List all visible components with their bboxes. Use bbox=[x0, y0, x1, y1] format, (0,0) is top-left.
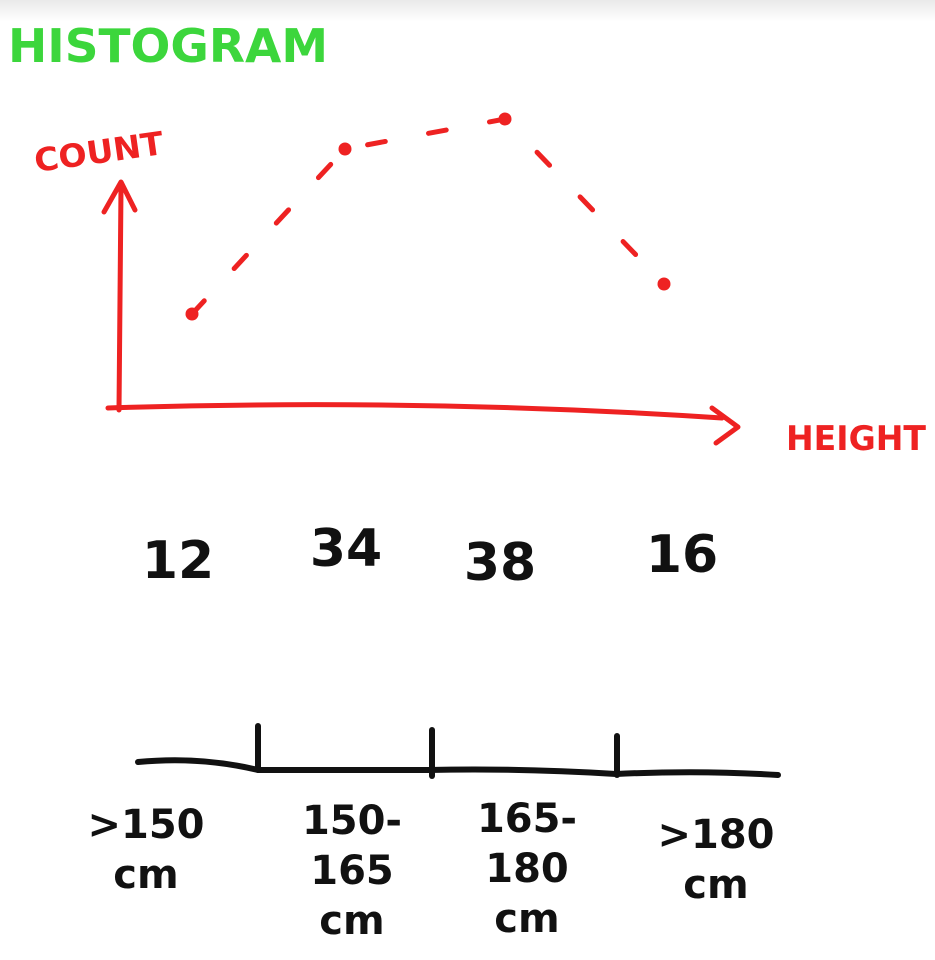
category-label-2-line-3: cm bbox=[319, 898, 384, 944]
category-label-2-line-1: 150- bbox=[302, 798, 402, 844]
category-label-1-line-2: cm bbox=[113, 852, 178, 898]
series-count bbox=[185, 112, 671, 321]
category-label-4-line-2: cm bbox=[683, 862, 748, 908]
value-label-4: 16 bbox=[646, 525, 718, 585]
x-axis-arrowhead bbox=[709, 405, 741, 446]
category-label-3-line-2: 180 bbox=[485, 846, 569, 892]
value-label-2: 34 bbox=[310, 519, 382, 579]
chart-title: HISTOGRAM bbox=[8, 19, 328, 73]
category-axis bbox=[135, 757, 781, 778]
value-labels: 12 34 38 16 bbox=[142, 519, 718, 593]
category-label-1-line-1: >150 bbox=[87, 802, 204, 848]
y-axis-arrowhead bbox=[101, 179, 138, 215]
x-axis-label: HEIGHT bbox=[786, 419, 927, 459]
category-label-2-line-2: 165 bbox=[310, 848, 394, 894]
category-label-4-line-1: >180 bbox=[657, 812, 774, 858]
top-shadow bbox=[0, 0, 935, 22]
category-label-3-line-1: 165- bbox=[477, 796, 577, 842]
data-point-1 bbox=[185, 307, 199, 321]
category-ticks bbox=[255, 723, 620, 779]
category-label-3-line-3: cm bbox=[494, 896, 559, 942]
data-point-2 bbox=[338, 142, 352, 156]
x-axis bbox=[105, 402, 725, 421]
data-point-3 bbox=[498, 112, 512, 126]
y-axis bbox=[116, 185, 124, 413]
value-label-1: 12 bbox=[142, 531, 214, 591]
value-label-3: 38 bbox=[464, 533, 536, 593]
series-line bbox=[189, 116, 667, 317]
y-axis-label: COUNT bbox=[32, 124, 166, 180]
data-point-4 bbox=[657, 277, 671, 291]
